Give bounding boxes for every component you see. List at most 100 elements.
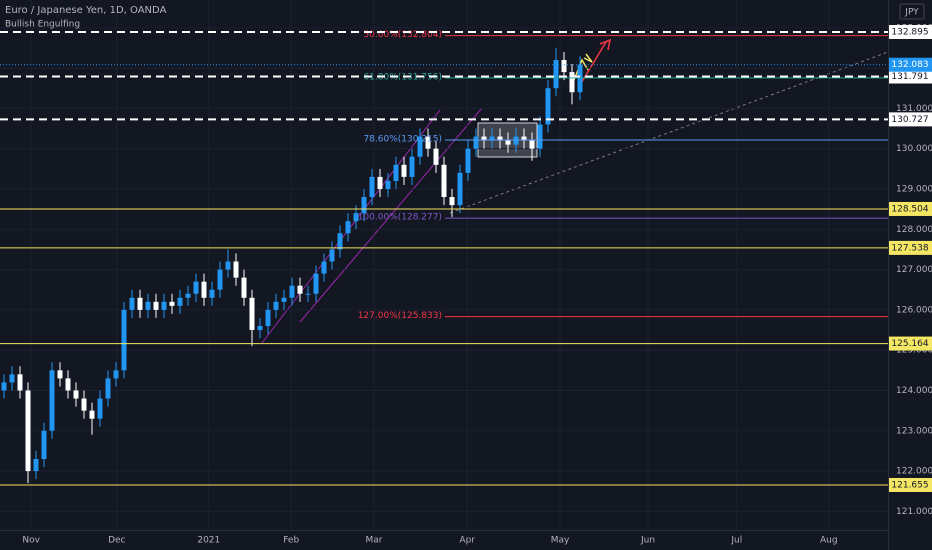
price-label-box — [889, 112, 932, 127]
y-tick-label: 126.000 — [896, 305, 932, 315]
candle-body — [569, 72, 575, 93]
price-label: 131.791 — [891, 72, 928, 82]
candle-body — [417, 136, 423, 157]
candle-body — [329, 249, 335, 262]
candle-body — [201, 281, 207, 298]
candle-body — [97, 398, 103, 419]
y-tick-label: 129.000 — [896, 184, 932, 194]
candle-body — [161, 301, 167, 310]
candle-body — [241, 277, 247, 298]
y-tick-label: 122.000 — [896, 467, 932, 477]
candle-body — [361, 197, 367, 214]
candle-body — [561, 60, 567, 73]
y-tick-label: 125.000 — [896, 346, 932, 356]
candle-body — [73, 390, 79, 399]
candle-body — [465, 148, 471, 173]
price-label: 130.727 — [891, 115, 928, 125]
x-tick-label: Dec — [108, 536, 125, 546]
chart-title: Euro / Japanese Yen, 1D, OANDA — [5, 5, 167, 16]
candle-body — [377, 176, 383, 189]
y-tick-label: 124.000 — [896, 386, 932, 396]
y-tick-label: 127.000 — [896, 265, 932, 275]
candle-body — [553, 60, 559, 89]
price-label-box — [889, 69, 932, 84]
candle-body — [537, 124, 543, 149]
candle-body — [57, 370, 63, 379]
candle-body — [337, 233, 343, 250]
candle-body — [489, 136, 495, 141]
candle-body — [265, 309, 271, 326]
candle-body — [353, 213, 359, 222]
x-tick-label: Mar — [366, 536, 383, 546]
candle-body — [233, 261, 239, 278]
candle-body — [513, 136, 519, 145]
candle-body — [169, 301, 175, 306]
candle-body — [81, 398, 87, 411]
candle-body — [193, 281, 199, 294]
channel-line — [299, 107, 483, 323]
candle-body — [401, 164, 407, 177]
candle-body — [449, 197, 455, 206]
candle-body — [305, 293, 311, 295]
candle-body — [393, 164, 399, 181]
candle-body — [1, 382, 7, 391]
price-label-box — [889, 57, 932, 72]
price-label-box — [889, 24, 932, 39]
price-label: 121.655 — [891, 480, 928, 490]
candle-body — [457, 172, 463, 206]
candle-body — [33, 458, 39, 472]
candle-body — [441, 164, 447, 198]
price-label: 127.538 — [891, 243, 928, 253]
candle-body — [313, 273, 319, 294]
candle-body — [529, 140, 535, 149]
currency-label[interactable]: JPY — [904, 8, 919, 18]
candle-body — [497, 136, 503, 141]
candle-body — [257, 325, 263, 331]
candle-body — [481, 136, 487, 141]
x-tick-label: May — [551, 536, 570, 546]
x-tick-label: Aug — [820, 536, 838, 546]
candle-body — [17, 374, 23, 391]
x-tick-label: Nov — [22, 536, 40, 546]
candle-body — [321, 261, 327, 274]
candle-body — [49, 370, 55, 431]
candle-body — [425, 136, 431, 149]
candle-body — [433, 148, 439, 165]
candle-body — [9, 374, 15, 383]
candle-body — [369, 176, 375, 198]
candle-body — [145, 301, 151, 310]
currency-button[interactable] — [899, 3, 925, 20]
candle-body — [177, 297, 183, 306]
x-tick-label: Apr — [459, 536, 475, 546]
x-tick-label: 2021 — [197, 536, 220, 546]
y-tick-label: 130.000 — [896, 144, 932, 154]
price-label: 125.164 — [891, 339, 928, 349]
price-label: 132.083 — [891, 60, 928, 70]
price-label-box — [889, 336, 932, 351]
price-label-box — [889, 477, 932, 492]
fib-label: 78.60%(130.215) — [363, 135, 442, 145]
candle-body — [297, 285, 303, 294]
candle-body — [409, 156, 415, 177]
arrowhead — [599, 38, 612, 51]
candle-body — [25, 390, 31, 472]
price-label-box — [889, 201, 932, 216]
candle-body — [153, 301, 159, 310]
price-label: 132.895 — [891, 27, 928, 37]
candle-body — [473, 136, 479, 149]
fib-label: 100.00%(128.277) — [358, 213, 442, 223]
candle-body — [273, 301, 279, 310]
price-label: 128.504 — [891, 204, 928, 214]
candle-body — [345, 221, 351, 234]
candle-body — [41, 430, 47, 459]
candle-body — [249, 297, 255, 331]
arrowhead — [583, 53, 593, 63]
candle-body — [105, 378, 111, 399]
candle-body — [385, 180, 391, 189]
candle-body — [545, 88, 551, 125]
fib-label: 127.00%(125.833) — [358, 311, 442, 321]
candle-body — [521, 136, 527, 141]
